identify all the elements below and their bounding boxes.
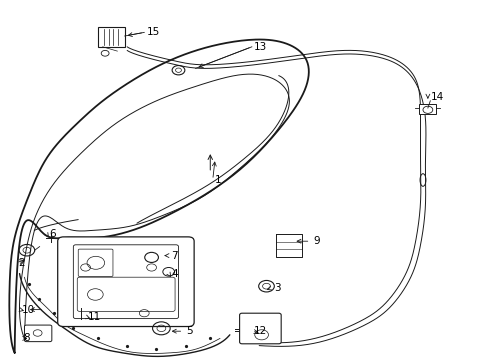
Text: 13: 13: [254, 42, 267, 52]
Text: 11: 11: [88, 312, 101, 322]
FancyBboxPatch shape: [239, 313, 281, 344]
Bar: [418, 104, 435, 114]
Text: 4: 4: [171, 269, 178, 279]
Text: 1: 1: [215, 175, 222, 185]
FancyBboxPatch shape: [77, 277, 175, 311]
FancyBboxPatch shape: [24, 325, 52, 342]
Text: 15: 15: [146, 27, 160, 37]
Text: 6: 6: [49, 229, 56, 239]
Text: 3: 3: [273, 283, 280, 293]
Text: 12: 12: [254, 326, 267, 336]
FancyBboxPatch shape: [73, 245, 178, 319]
Text: 7: 7: [171, 251, 178, 261]
Text: 14: 14: [429, 92, 443, 102]
Text: 10: 10: [22, 305, 35, 315]
Text: 9: 9: [312, 236, 319, 246]
Text: 8: 8: [23, 333, 30, 343]
FancyBboxPatch shape: [58, 237, 194, 327]
Text: 2: 2: [19, 258, 25, 268]
Bar: [98, 27, 124, 47]
Ellipse shape: [419, 174, 425, 186]
FancyBboxPatch shape: [78, 249, 113, 276]
Text: 5: 5: [185, 326, 192, 336]
